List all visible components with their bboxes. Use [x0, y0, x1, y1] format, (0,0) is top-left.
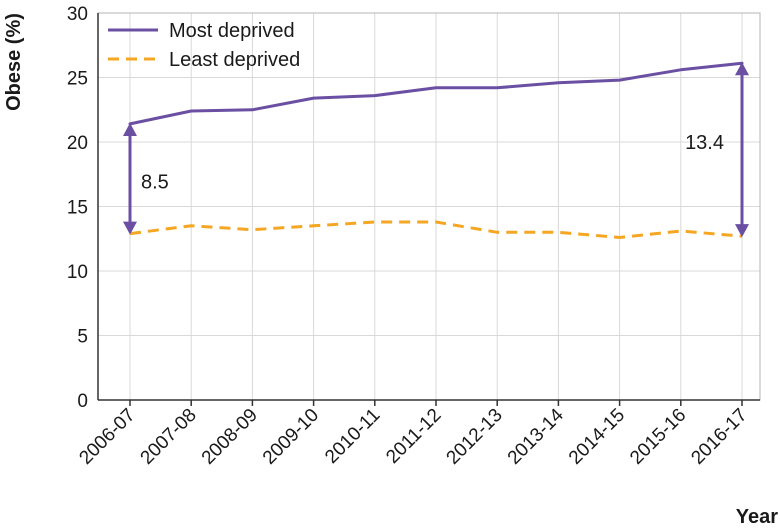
x-tick-label-2006-07: 2006-07 — [75, 405, 139, 469]
x-tick-label-2008-09: 2008-09 — [198, 405, 262, 469]
y-tick-label-0: 0 — [77, 391, 88, 412]
y-axis-title: Obese (%) — [3, 13, 25, 111]
gap-arrow-head-bottom — [735, 224, 749, 238]
gap-arrow-head-bottom — [123, 221, 137, 235]
y-tick-label-15: 15 — [67, 198, 88, 219]
y-tick-label-30: 30 — [67, 4, 88, 25]
gap-label-2016-17: 13.4 — [685, 132, 724, 154]
y-tick-label-10: 10 — [67, 262, 88, 283]
gap-arrow-head-top — [123, 122, 137, 136]
y-tick-label-20: 20 — [67, 133, 88, 154]
gap-label-2006-07: 8.5 — [141, 171, 169, 193]
gap-arrow-2016-17: 13.4 — [685, 62, 749, 238]
series-line-most-deprived — [128, 61, 744, 126]
gridlines — [98, 12, 760, 400]
y-tick-label-25: 25 — [67, 69, 88, 90]
x-tick-labels: 2006-072007-082008-092009-102010-112011-… — [75, 404, 751, 468]
gap-arrow-2006-07: 8.5 — [123, 122, 169, 235]
x-tick-label-2013-14: 2013-14 — [504, 404, 568, 468]
legend-label-most-deprived: Most deprived — [169, 20, 295, 42]
x-tick-label-2014-15: 2014-15 — [565, 405, 629, 469]
x-axis-title: Year — [736, 506, 778, 528]
x-tick-label-2012-13: 2012-13 — [443, 405, 507, 469]
series-lines — [128, 61, 744, 239]
x-tick-label-2011-12: 2011-12 — [382, 405, 445, 468]
x-tick-label-2015-16: 2015-16 — [626, 405, 690, 469]
series-line-least-deprived — [129, 220, 743, 239]
gap-arrow-head-top — [735, 62, 749, 76]
axes — [97, 12, 761, 406]
x-tick-label-2010-11: 2010-11 — [321, 405, 384, 468]
y-tick-label-5: 5 — [77, 327, 88, 348]
gap-annotations: 8.5 13.4 — [123, 62, 749, 238]
legend-label-least-deprived: Least deprived — [169, 49, 300, 71]
x-tick-label-2007-08: 2007-08 — [137, 405, 201, 469]
y-tick-labels: 0 5 10 15 20 25 30 — [67, 4, 88, 412]
x-tick-label-2009-10: 2009-10 — [259, 405, 323, 469]
x-tick-label-2016-17: 2016-17 — [687, 405, 751, 469]
legend: Most deprived Least deprived — [108, 20, 300, 71]
